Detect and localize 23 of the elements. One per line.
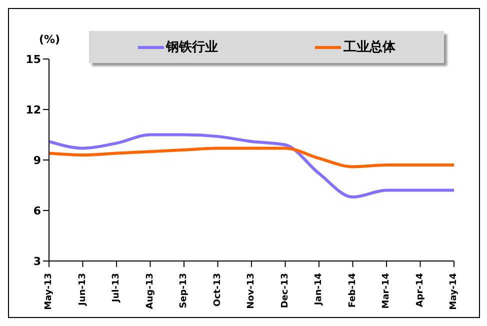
x-tick-label: Jan-14 [314,273,324,306]
line-series [48,133,456,199]
x-tick-label: Jul-13 [112,273,122,304]
x-tick-label: Sep-13 [179,273,189,308]
x-tick-label: May-13 [44,273,54,310]
legend-label: 钢铁行业 [164,39,218,56]
line-series [48,146,456,168]
x-tick-label: Nov-13 [246,273,256,309]
x-tick-label: Mar-14 [382,273,392,309]
x-tick-label: Apr-14 [415,273,426,308]
y-tick-label: 15 [26,52,41,66]
y-tick-label: 9 [33,154,41,167]
x-tick-label: Oct-13 [212,273,223,307]
x-tick-label: Jun-13 [78,273,88,306]
x-tick-label: Aug-13 [145,273,156,310]
legend-label: 工业总体 [342,39,396,56]
x-tick-label: Dec-13 [280,273,290,308]
y-tick-label: 12 [26,103,41,116]
y-axis-title: (%) [39,33,60,46]
y-tick-label: 6 [33,204,42,218]
x-tick-label: May-14 [449,273,459,310]
x-tick-label: Feb-14 [348,273,358,308]
y-tick-label: 3 [33,254,41,268]
